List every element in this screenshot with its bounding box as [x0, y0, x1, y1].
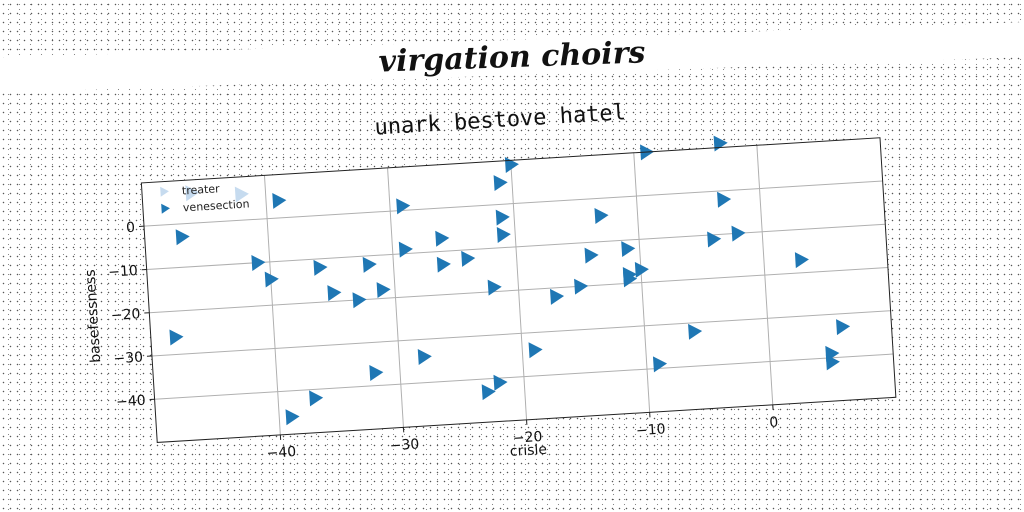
y-grid-line [143, 180, 883, 227]
marker-venesection [528, 342, 543, 359]
marker-venesection [309, 390, 324, 407]
y-tick-label: −20 [110, 306, 140, 324]
y-grid-line [149, 267, 888, 314]
y-tick-label: −30 [113, 350, 143, 368]
marker-venesection [652, 356, 668, 373]
marker-venesection [362, 256, 377, 273]
marker-venesection [272, 192, 287, 209]
marker-venesection [634, 261, 649, 278]
marker-venesection [584, 247, 599, 264]
marker-venesection [731, 225, 746, 242]
x-axis-ticks: −40 −30 −20 −10 0 [266, 404, 779, 462]
marker-venesection [369, 365, 384, 381]
y-grid-line [146, 223, 886, 270]
marker-venesection [707, 231, 722, 248]
y-axis-label: basefessness [83, 269, 105, 363]
marker-venesection [461, 250, 476, 267]
marker-venesection [435, 230, 450, 247]
marker-venesection [493, 175, 508, 192]
marker-venesection [496, 226, 511, 243]
y-tick-label: −40 [116, 393, 146, 411]
chart-title: unark bestove hatel [374, 100, 627, 140]
legend-marker-venesection [161, 203, 170, 214]
marker-venesection [417, 349, 432, 366]
x-tick-label: −20 [512, 429, 542, 447]
marker-venesection [623, 271, 638, 288]
legend-marker-treater [160, 186, 169, 197]
chart-root: unark bestove hatel −40 −30 −20 −10 0 0 −10 −2… [83, 100, 897, 462]
marker-venesection [594, 207, 609, 224]
marker-venesection [251, 255, 266, 271]
marker-venesection [549, 288, 565, 305]
marker-venesection [794, 252, 809, 269]
marker-treater [234, 186, 249, 203]
marker-venesection [495, 209, 510, 226]
grid-lines [143, 145, 894, 435]
y-grid-line [154, 353, 894, 400]
x-tick-label: 0 [769, 415, 779, 432]
marker-venesection [285, 409, 300, 426]
x-tick-label: −40 [266, 444, 296, 462]
marker-venesection [436, 256, 451, 273]
marker-venesection [169, 329, 184, 346]
marker-venesection [717, 191, 732, 208]
y-tick-label: −10 [108, 263, 138, 281]
marker-venesection [487, 279, 502, 296]
marker-venesection [621, 241, 636, 258]
marker-venesection [398, 241, 413, 258]
x-tick-label: −30 [389, 436, 419, 454]
y-tick-label: 0 [126, 220, 136, 237]
marker-venesection [825, 354, 840, 371]
marker-venesection [313, 259, 328, 276]
marker-venesection [688, 323, 703, 340]
marker-venesection [376, 282, 391, 299]
y-axis-ticks: 0 −10 −20 −30 −40 [108, 220, 155, 411]
legend-label-venesection: venesection [183, 197, 250, 214]
marker-venesection [264, 271, 279, 288]
marker-venesection [574, 278, 589, 295]
x-axis-label: crisle [509, 442, 547, 460]
legend-label-treater: treater [182, 182, 221, 197]
marker-venesection [493, 374, 508, 391]
marker-venesection [504, 157, 519, 173]
y-grid-line [151, 310, 891, 357]
marker-treater [185, 185, 200, 202]
marker-venesection [836, 319, 851, 336]
marker-venesection [396, 198, 411, 215]
marker-venesection [327, 285, 342, 302]
marker-venesection [175, 229, 190, 246]
marker-venesection [352, 292, 367, 309]
marker-venesection [481, 384, 496, 401]
data-markers [169, 135, 851, 426]
x-tick-label: −10 [636, 421, 666, 439]
